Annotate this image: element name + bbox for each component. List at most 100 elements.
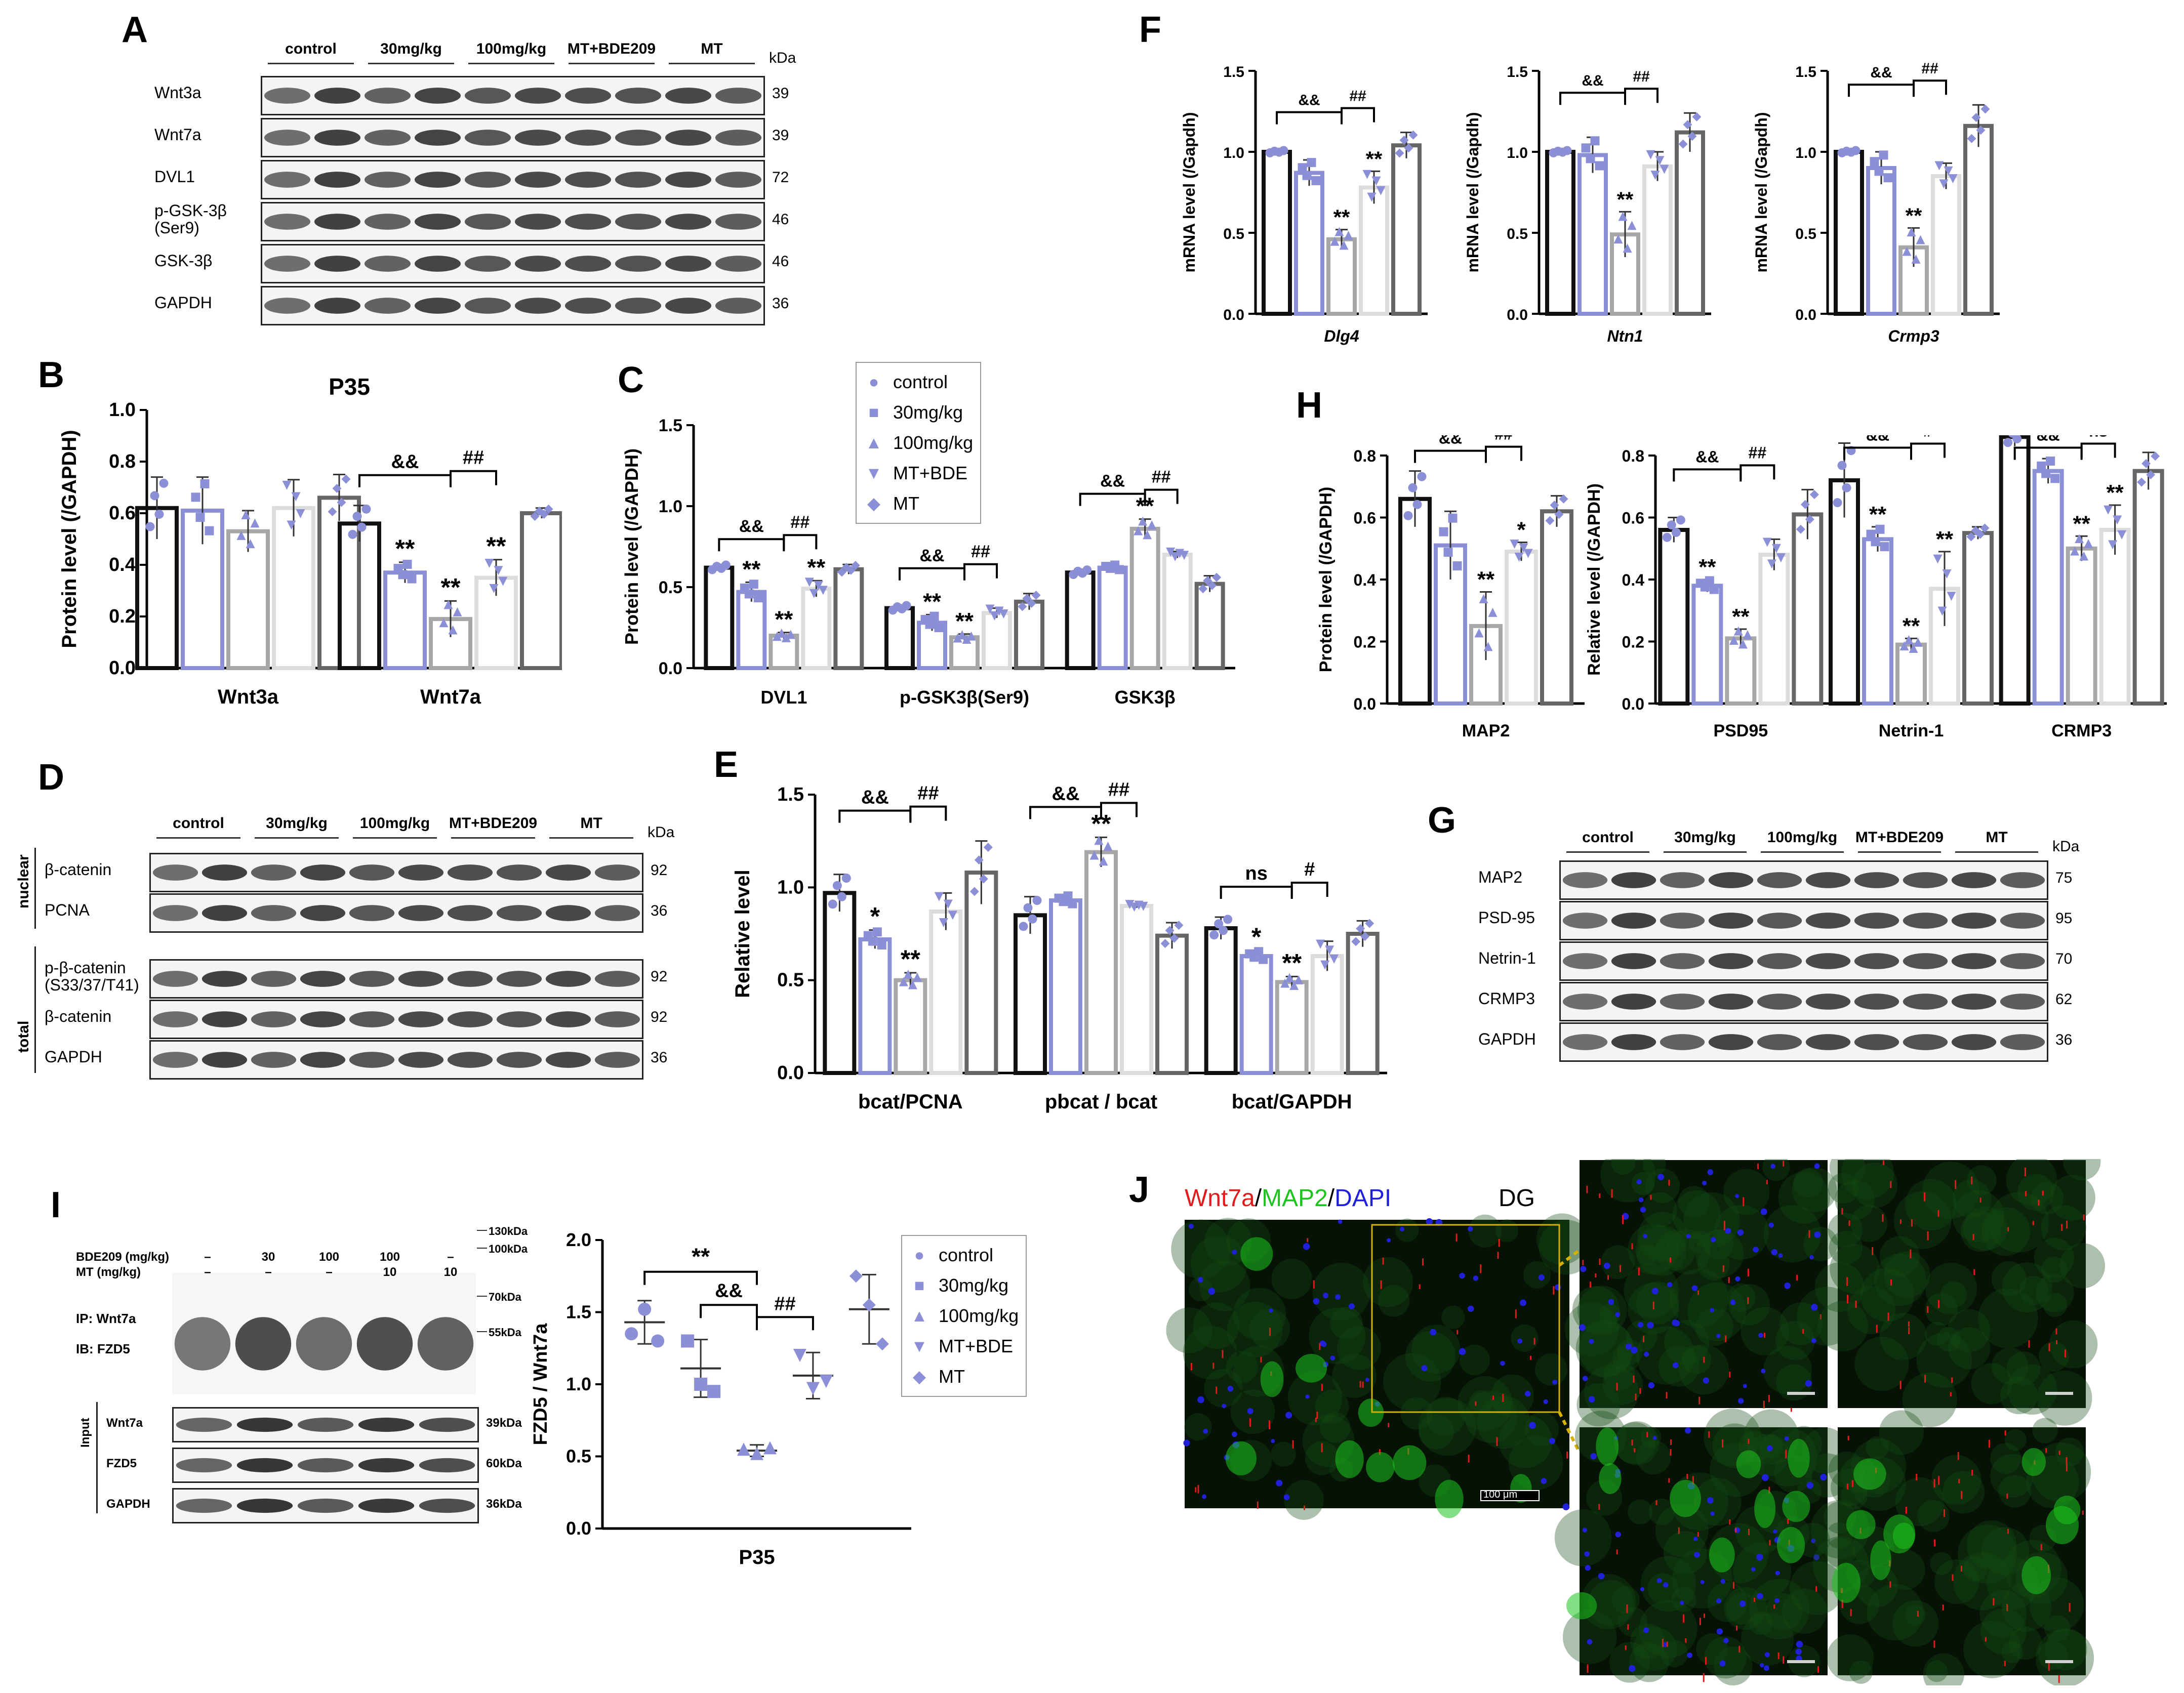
bar-MT+BDE <box>2099 528 2131 706</box>
blot-band-box <box>261 202 765 241</box>
data-point <box>1683 120 1692 130</box>
data-point <box>489 584 499 593</box>
band-label: GSK-3β <box>154 252 213 270</box>
data-point <box>1166 547 1176 557</box>
total-bracket-line <box>34 946 36 1073</box>
bar-control <box>1065 570 1096 671</box>
bar-100mg/kg <box>1084 850 1118 1076</box>
marker-label: 100kDa <box>489 1243 528 1255</box>
bar-control <box>1999 435 2031 706</box>
blot-band-box <box>149 1040 643 1080</box>
bar-30mg/kg <box>1578 153 1608 316</box>
data-point <box>1871 537 1880 547</box>
data-point <box>236 530 246 540</box>
panel-letter-a: A <box>122 10 148 50</box>
comparison-bracket <box>1029 806 1102 819</box>
data-point <box>753 593 763 603</box>
data-point <box>530 512 540 521</box>
y-tick-label: 1.0 <box>109 399 136 421</box>
y-tick-label: 1.0 <box>1223 145 1244 161</box>
data-point <box>1937 606 1947 616</box>
band-label: PCNA <box>45 901 90 919</box>
group-label: MT+BDE209 <box>449 815 538 832</box>
bracket-label-right: # <box>1923 435 1932 440</box>
stain-legend: Wnt7a/MAP2/DAPI <box>1185 1184 1391 1212</box>
legend-marker-icon: ■ <box>868 402 879 422</box>
data-point <box>1169 933 1179 943</box>
data-point <box>1219 926 1228 935</box>
data-point <box>1510 540 1519 549</box>
data-point <box>287 520 296 530</box>
blot-band-box <box>261 118 765 157</box>
data-point <box>448 625 458 635</box>
data-point <box>2050 474 2060 483</box>
data-point <box>1870 157 1879 167</box>
group-label: 100mg/kg <box>476 40 547 57</box>
bar-control <box>1204 926 1238 1075</box>
data-point <box>1705 576 1714 586</box>
data-point <box>1412 500 1422 509</box>
group-label: 30mg/kg <box>266 815 328 832</box>
band-kda: 36 <box>651 1049 668 1066</box>
x-category-label: DVL1 <box>760 687 807 708</box>
data-point <box>819 1375 833 1388</box>
data-point <box>1655 156 1665 166</box>
data-point <box>296 509 305 519</box>
panel-letter-h: H <box>1296 385 1322 426</box>
data-point <box>1800 500 1810 509</box>
band-label: MAP2 <box>1478 868 1523 886</box>
blot-band-box <box>149 893 643 933</box>
group-underline <box>255 837 339 839</box>
data-point <box>1028 914 1037 924</box>
band-label: β-catenin <box>45 1007 112 1025</box>
data-point <box>1880 542 1889 552</box>
kda-header: kDa <box>2052 838 2080 855</box>
data-point <box>1667 520 1676 530</box>
y-tick-label: 0.8 <box>1354 447 1376 465</box>
band-kda: 70 <box>2055 951 2073 967</box>
data-point <box>1474 628 1484 638</box>
data-point <box>1302 171 1312 180</box>
significance-stars: ** <box>1869 502 1887 527</box>
y-tick-label: 0.6 <box>1622 509 1644 527</box>
bracket-label-left: && <box>1695 447 1719 466</box>
data-point <box>908 980 917 989</box>
stain-dapi: DAPI <box>1334 1185 1392 1212</box>
bar-MT+BDE <box>1359 185 1389 316</box>
group-underline <box>569 63 655 64</box>
comparison-bracket <box>358 474 452 487</box>
blot-band-box <box>261 160 765 199</box>
data-point <box>484 558 494 568</box>
y-tick-label: 0.4 <box>1622 571 1645 589</box>
data-point <box>535 506 544 516</box>
nuclear-fraction-label: nuclear <box>15 854 32 909</box>
input-band-kda: 60kDa <box>486 1457 522 1470</box>
data-point <box>494 566 503 575</box>
bar-MT+BDE <box>929 910 963 1075</box>
zoom-merge-micrograph <box>1564 1159 1856 1427</box>
y-axis-label: Relative level (/GAPDH) <box>1585 483 1604 676</box>
data-point <box>1554 510 1564 519</box>
bar-MT <box>1391 143 1422 316</box>
scale-bar <box>1787 1660 1815 1663</box>
comparison-bracket <box>450 470 497 485</box>
x-category-label: Netrin-1 <box>1879 721 1944 740</box>
data-point <box>1650 171 1660 180</box>
input-band-kda: 36kDa <box>486 1497 522 1511</box>
data-point <box>2117 530 2127 540</box>
group-underline <box>1955 851 2038 853</box>
data-point <box>1590 136 1600 146</box>
y-tick-label: 1.0 <box>659 497 682 516</box>
data-point <box>681 1334 695 1348</box>
data-point <box>772 632 782 641</box>
data-point <box>205 526 214 535</box>
x-category-label: p-GSK3β(Ser9) <box>900 687 1029 708</box>
data-point <box>1902 246 1912 256</box>
data-point <box>969 887 979 896</box>
data-point <box>439 618 449 628</box>
data-point <box>150 491 159 501</box>
data-point <box>749 580 758 589</box>
data-point <box>2037 461 2046 471</box>
x-category-label: CRMP3 <box>2051 721 2112 740</box>
bracket-label-right: ns <box>2089 435 2108 440</box>
